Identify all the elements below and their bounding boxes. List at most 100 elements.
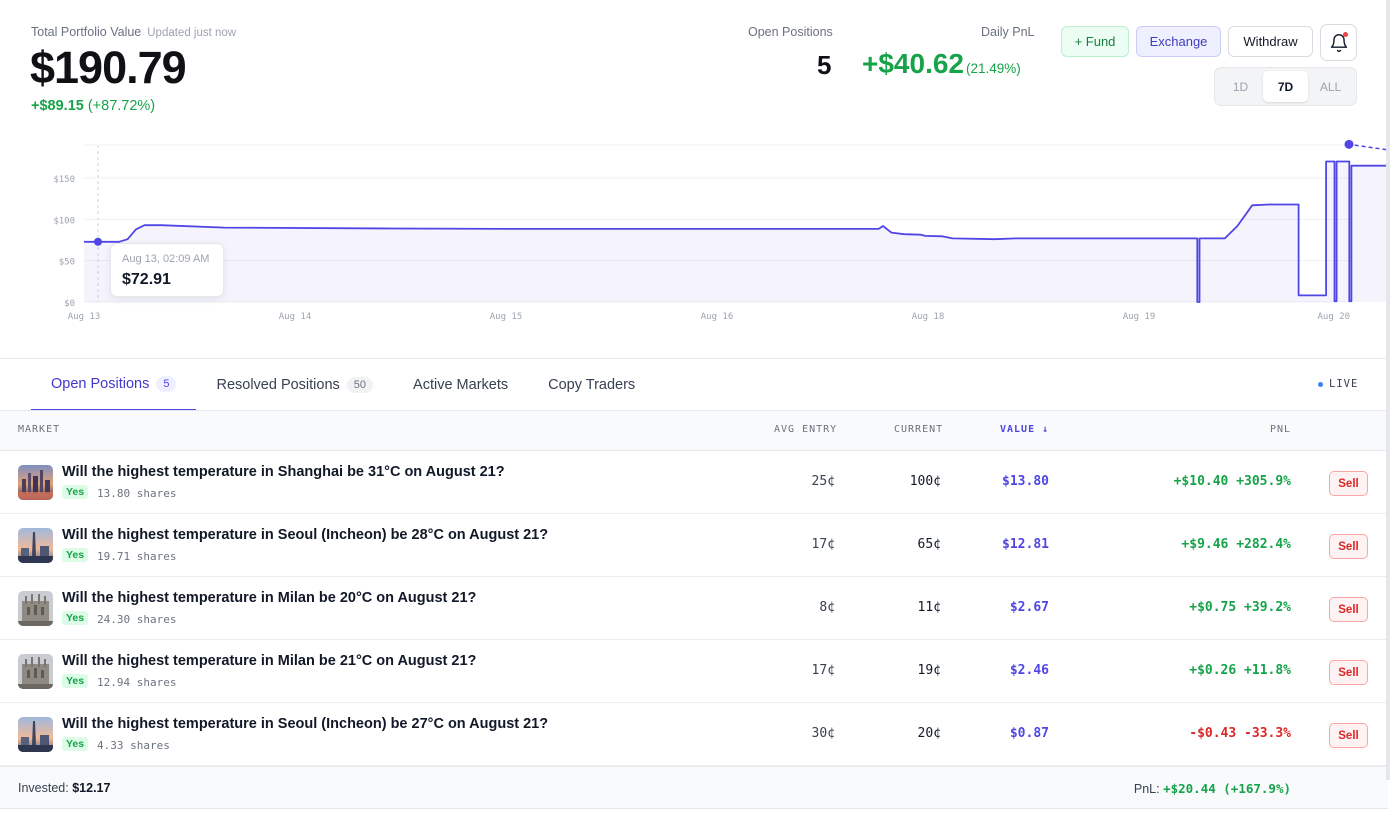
position-pnl: +$0.75 +39.2% <box>1189 600 1291 615</box>
position-value: $12.81 <box>1002 537 1049 552</box>
notifications-button[interactable] <box>1320 24 1357 61</box>
sell-button[interactable]: Sell <box>1329 471 1368 496</box>
market-title[interactable]: Will the highest temperature in Seoul (I… <box>62 716 549 732</box>
market-thumbnail <box>18 528 53 563</box>
shares-count: 24.30 shares <box>97 613 177 626</box>
col-market[interactable]: MARKET <box>18 424 61 435</box>
sell-button[interactable]: Sell <box>1329 660 1368 685</box>
avg-entry: 25¢ <box>811 474 835 489</box>
range-1d[interactable]: 1D <box>1232 79 1249 94</box>
range-7d[interactable]: 7D <box>1263 71 1308 102</box>
positions-tabs: Open Positions 5 Resolved Positions 50 Act… <box>31 359 655 411</box>
col-pnl[interactable]: PNL <box>1270 424 1292 435</box>
tab-active-markets[interactable]: Active Markets <box>393 359 528 411</box>
market-thumbnail <box>18 465 53 500</box>
portfolio-change-pct: (+87.72%) <box>87 98 156 114</box>
y-tick-label: $0 <box>64 299 75 309</box>
market-thumbnail <box>18 654 53 689</box>
x-tick-label: Aug 13 <box>68 312 101 322</box>
portfolio-title: Total Portfolio Value <box>31 25 142 39</box>
range-selector: 1D 7D ALL <box>1214 67 1357 106</box>
table-header: MARKET AVG ENTRY CURRENT VALUE ↓ PNL <box>0 410 1388 451</box>
position-value: $2.46 <box>1009 663 1049 678</box>
market-thumbnail <box>18 717 53 752</box>
position-pnl: +$0.26 +11.8% <box>1189 663 1291 678</box>
tab-count: 5 <box>156 376 177 392</box>
shares-count: 19.71 shares <box>97 550 177 563</box>
tab-resolved-positions[interactable]: Resolved Positions 50 <box>196 359 393 411</box>
tooltip-date: Aug 13, 02:09 AM <box>122 253 210 265</box>
portfolio-chart[interactable]: $0 $50 $100 $150 Aug 13 Aug 14 Aug 15 Aug 16 Aug… <box>0 130 1390 330</box>
invested-total: Invested: $12.17 <box>18 781 110 795</box>
projection-line <box>1348 143 1390 151</box>
sell-button[interactable]: Sell <box>1329 534 1368 559</box>
daily-pnl-amount: +$40.62 <box>862 48 964 79</box>
withdraw-button[interactable]: Withdraw <box>1228 26 1313 57</box>
exchange-button[interactable]: Exchange <box>1136 26 1221 57</box>
range-all[interactable]: ALL <box>1319 79 1342 94</box>
shares-count: 12.94 shares <box>97 676 177 689</box>
tab-count: 50 <box>346 377 374 393</box>
fund-button[interactable]: + Fund <box>1061 26 1129 57</box>
outcome-badge: Yes <box>62 674 89 688</box>
hover-point <box>94 237 102 246</box>
outcome-badge: Yes <box>62 611 89 625</box>
table-row[interactable]: Will the highest temperature in Seoul (I… <box>0 703 1388 766</box>
bell-icon <box>1330 33 1347 52</box>
col-value[interactable]: VALUE ↓ <box>1000 424 1050 435</box>
portfolio-change-amount: +$89.15 <box>31 98 84 114</box>
col-avg-entry[interactable]: AVG ENTRY <box>774 424 838 435</box>
tab-label: Open Positions <box>51 376 150 392</box>
tab-copy-traders[interactable]: Copy Traders <box>528 359 655 411</box>
invested-value: $12.17 <box>72 781 111 795</box>
y-tick-label: $150 <box>53 175 75 185</box>
notification-dot <box>1343 32 1348 37</box>
col-current[interactable]: CURRENT <box>894 424 944 435</box>
table-row[interactable]: Will the highest temperature in Shanghai… <box>0 451 1388 514</box>
market-title[interactable]: Will the highest temperature in Milan be… <box>62 653 477 669</box>
outcome-badge: Yes <box>62 485 89 499</box>
sell-button[interactable]: Sell <box>1329 597 1368 622</box>
x-tick-label: Aug 19 <box>1123 312 1156 322</box>
table-footer: Invested: $12.17 PnL: +$20.44 (+167.9%) <box>0 766 1388 809</box>
section-divider <box>0 358 1390 359</box>
current-price: 11¢ <box>917 600 941 615</box>
position-value: $2.67 <box>1009 600 1049 615</box>
market-title[interactable]: Will the highest temperature in Milan be… <box>62 590 477 606</box>
x-tick-label: Aug 18 <box>912 312 945 322</box>
page-scrollbar[interactable] <box>1386 0 1390 780</box>
table-row[interactable]: Will the highest temperature in Milan be… <box>0 577 1388 640</box>
position-value: $13.80 <box>1002 474 1049 489</box>
live-indicator: LIVE <box>1318 378 1358 390</box>
portfolio-label: Total Portfolio Value Updated just now <box>31 25 236 39</box>
shares-count: 4.33 shares <box>97 739 170 752</box>
current-price: 65¢ <box>917 537 941 552</box>
daily-pnl-pct: (21.49%) <box>966 61 1021 76</box>
series-line <box>84 160 1390 303</box>
market-title[interactable]: Will the highest temperature in Shanghai… <box>62 464 505 480</box>
current-price: 19¢ <box>917 663 941 678</box>
position-pnl: +$10.40 +305.9% <box>1173 474 1291 489</box>
market-title[interactable]: Will the highest temperature in Seoul (I… <box>62 527 549 543</box>
outcome-badge: Yes <box>62 548 89 562</box>
open-positions-label: Open Positions <box>748 25 833 39</box>
y-tick-label: $100 <box>53 216 75 226</box>
portfolio-value: $190.79 <box>30 42 187 93</box>
x-tick-label: Aug 16 <box>701 312 734 322</box>
position-pnl: -$0.43 -33.3% <box>1189 726 1291 741</box>
current-value-point <box>1344 139 1354 149</box>
market-thumbnail <box>18 591 53 626</box>
current-price: 20¢ <box>917 726 941 741</box>
x-tick-label: Aug 14 <box>279 312 312 322</box>
pnl-total-label: PnL: <box>1133 782 1160 796</box>
table-row[interactable]: Will the highest temperature in Seoul (I… <box>0 514 1388 577</box>
avg-entry: 30¢ <box>811 726 835 741</box>
tab-label: Copy Traders <box>548 377 636 393</box>
sell-button[interactable]: Sell <box>1329 723 1368 748</box>
tab-label: Resolved Positions <box>216 377 340 393</box>
table-row[interactable]: Will the highest temperature in Milan be… <box>0 640 1388 703</box>
outcome-badge: Yes <box>62 737 89 751</box>
tab-open-positions[interactable]: Open Positions 5 <box>31 359 197 411</box>
tab-label: Active Markets <box>413 377 509 393</box>
pnl-total-value: +$20.44 (+167.9%) <box>1163 781 1291 796</box>
